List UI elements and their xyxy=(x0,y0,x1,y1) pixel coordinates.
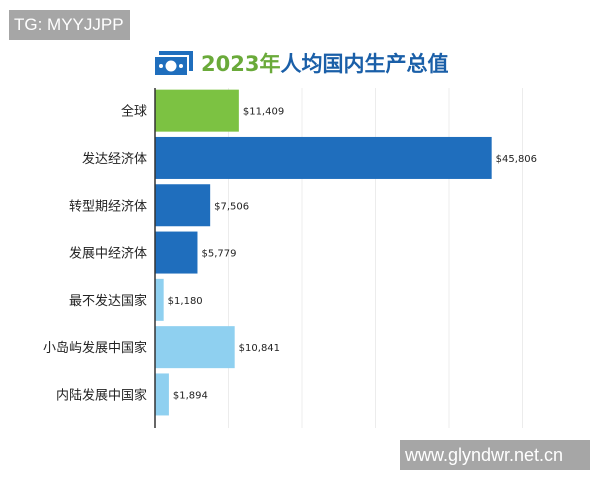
value-label: $45,806 xyxy=(496,154,537,165)
bar xyxy=(155,136,492,179)
title-year: 2023年 xyxy=(201,52,281,76)
bar xyxy=(155,278,164,321)
value-label: $5,779 xyxy=(201,249,236,260)
watermark-top-left: TG: MYYJJPP xyxy=(9,10,130,40)
bar xyxy=(155,373,169,416)
chart-title: 2023年人均国内生产总值 xyxy=(155,48,448,78)
title-rest: 人均国内生产总值 xyxy=(280,52,449,76)
value-label: $1,180 xyxy=(168,296,203,307)
category-label: 小岛屿发展中国家 xyxy=(43,340,147,356)
category-label: 全球 xyxy=(121,104,147,120)
category-label: 最不发达国家 xyxy=(69,293,147,309)
value-label: $7,506 xyxy=(214,201,249,212)
money-bill-icon xyxy=(155,51,193,75)
bar xyxy=(155,231,198,274)
value-label: $1,894 xyxy=(173,390,208,401)
category-label: 发达经济体 xyxy=(82,151,147,167)
bar xyxy=(155,184,211,227)
category-label: 转型期经济体 xyxy=(69,199,147,214)
category-label: 发展中经济体 xyxy=(69,246,147,262)
bar xyxy=(155,326,235,369)
watermark-bottom-right: www.glyndwr.net.cn xyxy=(400,440,590,470)
value-label: $11,409 xyxy=(243,107,284,118)
bar xyxy=(155,89,239,132)
value-label: $10,841 xyxy=(239,343,280,354)
category-label: 内陆发展中国家 xyxy=(56,387,147,403)
